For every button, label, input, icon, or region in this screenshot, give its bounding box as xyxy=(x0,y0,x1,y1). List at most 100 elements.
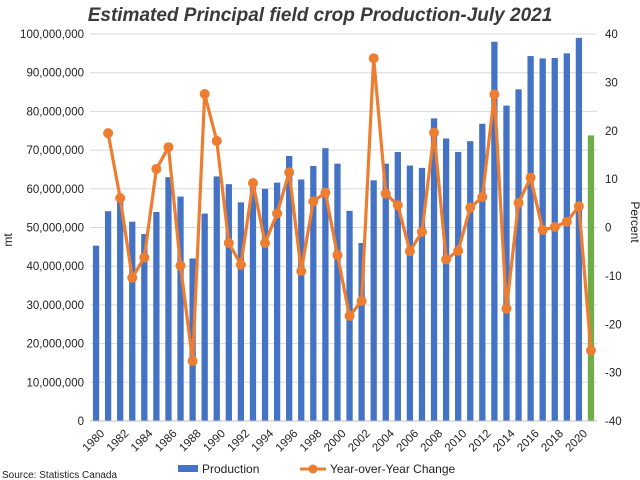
bar-2014 xyxy=(503,105,510,421)
right-axis-ticks: -40 -30 -20 -10 0 10 20 30 40 xyxy=(605,29,622,428)
yoy-point-1997 xyxy=(296,266,307,277)
yoy-point-2012 xyxy=(477,192,488,203)
bar-1992 xyxy=(237,202,245,421)
legend-label-production: Production xyxy=(202,462,259,476)
bar-2016 xyxy=(527,56,534,422)
yoy-point-1995 xyxy=(272,208,283,219)
yoy-point-1993 xyxy=(247,177,258,188)
yoy-point-2014 xyxy=(501,303,512,314)
right-axis-title: Percent xyxy=(628,201,640,243)
legend-label-yoy: Year-over-Year Change xyxy=(330,462,456,476)
bar-1999 xyxy=(322,148,329,422)
yoy-point-2006 xyxy=(404,246,415,257)
yoy-point-1990 xyxy=(211,135,222,146)
x-tick-label: 1990 xyxy=(201,428,228,455)
bar-1983 xyxy=(129,221,136,421)
yoy-point-1989 xyxy=(199,88,210,99)
yoy-point-1998 xyxy=(308,196,319,207)
yoy-point-1991 xyxy=(223,237,234,248)
legend-swatch-yoy-marker xyxy=(308,464,318,474)
left-axis-ticks: 0 10,000,000 20,000,000 30,000,000 40,000,00… xyxy=(20,29,84,428)
bar-1986 xyxy=(165,177,172,421)
left-axis-title: mt xyxy=(1,233,15,247)
yoy-point-1999 xyxy=(320,187,331,198)
x-tick-label: 1992 xyxy=(226,428,253,455)
yoy-point-2019 xyxy=(561,216,572,227)
right-tick-label: 10 xyxy=(605,174,618,186)
x-tick-label: 1984 xyxy=(129,427,156,454)
bar-1997 xyxy=(298,179,305,421)
yoy-point-1988 xyxy=(187,356,198,367)
bar-1994 xyxy=(261,188,269,421)
right-tick-label: -30 xyxy=(605,368,622,380)
x-tick-label: 2004 xyxy=(370,427,397,454)
bar-1996 xyxy=(286,155,293,421)
bar-2020 xyxy=(575,37,583,422)
x-tick-label: 2002 xyxy=(346,428,373,455)
left-tick-label: 80,000,000 xyxy=(26,106,84,118)
yoy-point-2010 xyxy=(453,245,464,256)
x-tick-label: 2010 xyxy=(443,428,470,455)
right-tick-label: -20 xyxy=(605,319,622,331)
bar-1985 xyxy=(153,212,160,421)
bar-1980 xyxy=(92,245,100,421)
source-note: Source: Statistics Canada xyxy=(2,470,117,480)
yoy-point-2000 xyxy=(332,250,343,261)
chart-title: Estimated Principal field crop Productio… xyxy=(88,5,553,26)
yoy-point-2003 xyxy=(368,53,379,64)
yoy-point-2008 xyxy=(429,127,440,138)
bar-2015 xyxy=(515,89,522,421)
x-tick-label: 2008 xyxy=(419,428,446,455)
left-tick-label: 30,000,000 xyxy=(26,300,84,312)
yoy-point-2002 xyxy=(356,296,367,307)
left-tick-label: 90,000,000 xyxy=(26,68,84,80)
x-tick-label: 1986 xyxy=(153,428,180,455)
bar-1990 xyxy=(213,176,220,421)
yoy-point-1987 xyxy=(175,260,186,271)
yoy-point-1984 xyxy=(139,252,150,263)
yoy-point-2015 xyxy=(513,197,524,208)
right-tick-label: 0 xyxy=(605,223,611,235)
yoy-point-2007 xyxy=(416,226,427,237)
bar-1991 xyxy=(225,184,232,421)
legend-swatch-production xyxy=(178,465,198,472)
x-tick-label: 2016 xyxy=(515,428,542,455)
left-tick-label: 20,000,000 xyxy=(26,339,84,351)
gridlines xyxy=(90,33,597,422)
left-tick-label: 0 xyxy=(78,416,84,428)
production-bars xyxy=(92,37,595,422)
bar-2007 xyxy=(418,167,426,421)
bar-2021 xyxy=(587,135,595,422)
x-tick-label: 2014 xyxy=(491,427,518,454)
bar-1995 xyxy=(273,182,281,421)
yoy-point-2021 xyxy=(585,345,596,356)
bar-1993 xyxy=(249,182,257,421)
x-tick-label: 2020 xyxy=(564,428,591,455)
legend: Production Year-over-Year Change xyxy=(178,462,456,476)
right-tick-label: 30 xyxy=(605,77,618,89)
x-tick-label: 2006 xyxy=(395,428,422,455)
yoy-point-2009 xyxy=(441,254,452,265)
bar-1982 xyxy=(117,198,124,421)
bar-2003 xyxy=(370,180,377,421)
bar-1984 xyxy=(141,234,148,421)
yoy-point-2017 xyxy=(537,224,548,235)
x-tick-label: 1982 xyxy=(105,428,132,455)
left-tick-label: 10,000,000 xyxy=(26,377,84,389)
yoy-point-2001 xyxy=(344,311,355,322)
yoy-point-1982 xyxy=(115,192,126,203)
bar-2009 xyxy=(442,138,450,422)
yoy-point-2016 xyxy=(525,172,536,183)
yoy-point-2020 xyxy=(573,201,584,212)
bar-2012 xyxy=(479,123,486,421)
yoy-point-1981 xyxy=(103,128,114,139)
bar-2019 xyxy=(563,53,570,421)
yoy-point-2004 xyxy=(380,188,391,199)
x-tick-label: 2018 xyxy=(539,428,566,455)
yoy-point-2013 xyxy=(489,89,500,100)
x-tick-label: 2000 xyxy=(322,428,349,455)
right-tick-label: 20 xyxy=(605,126,618,138)
bar-2008 xyxy=(430,118,438,421)
left-tick-label: 40,000,000 xyxy=(26,261,84,273)
